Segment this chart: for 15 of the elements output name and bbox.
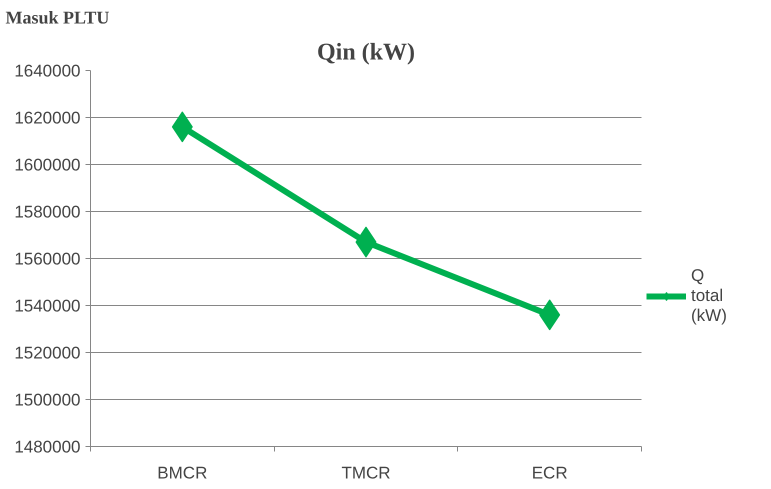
y-tick-label: 1520000 — [14, 344, 81, 362]
x-tick-label: TMCR — [341, 464, 391, 482]
y-tick-label: 1620000 — [14, 108, 81, 128]
y-tick-label: 1640000 — [14, 62, 81, 80]
text: Masuk PLTU — [6, 8, 110, 28]
y-tick-label: 1500000 — [14, 390, 81, 410]
chart-title: Qin (kW) — [316, 40, 416, 66]
y-tick-label: 1540000 — [14, 296, 81, 316]
x-tick-label: BMCR — [157, 464, 208, 482]
y-tick-label: 1600000 — [14, 156, 81, 174]
x-tick-label: ECR — [532, 464, 568, 482]
y-tick-label: 1480000 — [14, 438, 81, 456]
y-tick-label: 1560000 — [14, 250, 81, 268]
y-tick-label: 1580000 — [14, 202, 81, 222]
legend-label: Q total (kW) — [691, 266, 728, 326]
